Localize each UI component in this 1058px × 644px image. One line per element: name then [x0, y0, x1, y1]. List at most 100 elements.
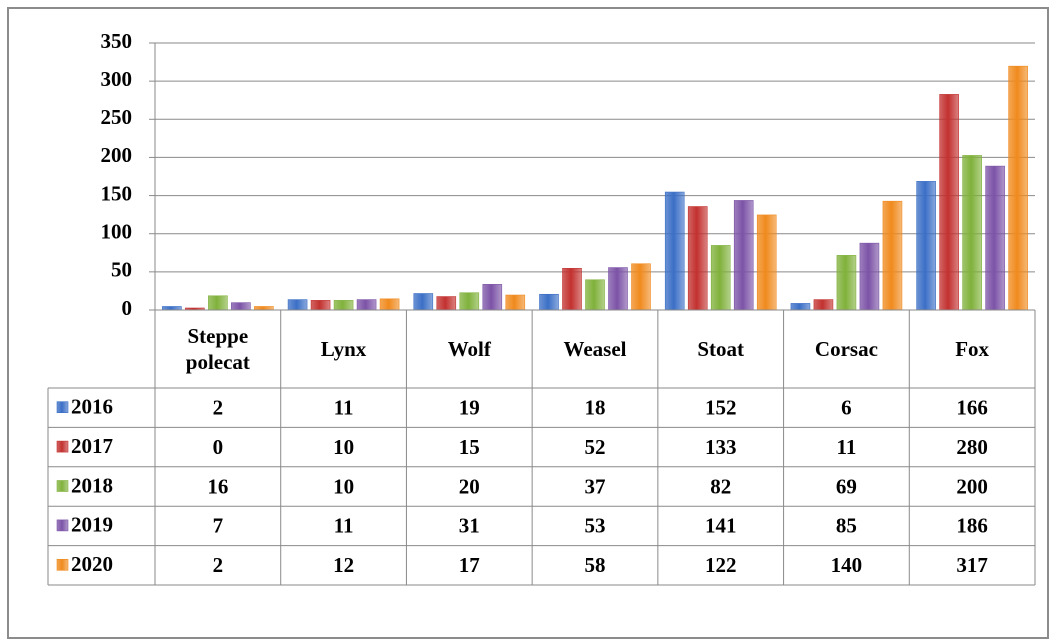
table-value: 152 [705, 396, 737, 420]
table-value: 16 [207, 474, 228, 498]
y-tick-label: 250 [101, 105, 133, 129]
bar [413, 293, 434, 311]
bar [505, 294, 526, 311]
y-tick-label: 200 [101, 143, 133, 167]
bar [208, 295, 228, 311]
y-tick-label: 350 [101, 29, 133, 53]
chart-frame [7, 7, 1049, 639]
bar [1008, 65, 1028, 311]
table-value: 280 [956, 435, 988, 459]
table-value: 141 [705, 514, 737, 538]
bar [333, 300, 354, 311]
table-value: 166 [956, 396, 988, 420]
bar [687, 206, 708, 311]
category-cell: Fox [955, 337, 990, 361]
x-tick-label: Wolf [447, 337, 491, 361]
bar [859, 242, 880, 311]
table-value: 200 [956, 474, 988, 498]
bar [882, 200, 903, 311]
legend-key [56, 401, 69, 414]
y-tick-label: 0 [122, 296, 133, 320]
legend-label: 2020 [71, 552, 113, 576]
bar [813, 299, 834, 311]
bar [836, 255, 857, 311]
bar [985, 165, 1005, 311]
table-value: 37 [585, 474, 606, 498]
table-value: 133 [705, 435, 737, 459]
table-value: 17 [459, 553, 480, 577]
bar [482, 284, 503, 311]
bar [379, 298, 400, 311]
bar [436, 296, 457, 311]
table-value: 6 [841, 396, 852, 420]
table-value: 12 [333, 553, 354, 577]
y-tick-label: 100 [101, 220, 133, 244]
legend-label: 2017 [71, 434, 113, 458]
table-value: 53 [585, 514, 606, 538]
x-tick-label: Stoat [697, 337, 745, 361]
table-value: 11 [334, 514, 354, 538]
bar [756, 214, 777, 311]
table-value: 31 [459, 514, 480, 538]
bar [664, 191, 685, 311]
x-tick-label: Lynx [320, 337, 367, 361]
y-tick-label: 50 [111, 258, 132, 282]
bar [916, 181, 936, 311]
legend-key [56, 519, 69, 532]
table-value: 11 [837, 435, 857, 459]
table-value: 10 [333, 435, 354, 459]
table-value: 122 [705, 553, 737, 577]
bar [585, 279, 605, 311]
table-value: 186 [956, 514, 988, 538]
bar [962, 155, 982, 311]
bar [459, 292, 480, 311]
bar [310, 300, 331, 311]
category-cell: Wolf [447, 337, 491, 361]
legend-key [56, 480, 69, 492]
table-value: 85 [836, 514, 857, 538]
bar [231, 302, 251, 311]
legend-label: 2018 [71, 473, 113, 497]
bar [608, 267, 628, 311]
table-value: 317 [956, 553, 988, 577]
table-value: 20 [459, 474, 480, 498]
table-value: 11 [334, 396, 354, 420]
category-cell: Weasel [563, 337, 627, 361]
table-value: 15 [459, 435, 480, 459]
category-cell: Lynx [320, 337, 367, 361]
y-tick-label: 150 [101, 181, 133, 205]
bar [631, 263, 651, 311]
table-value: 52 [585, 435, 606, 459]
table-value: 2 [213, 396, 224, 420]
table-value: 0 [213, 435, 224, 459]
table-value: 18 [585, 396, 606, 420]
table-value: 10 [333, 474, 354, 498]
legend-label: 2016 [71, 395, 113, 419]
bar [733, 200, 754, 311]
category-cell: Corsac [814, 337, 878, 361]
table-value: 2 [213, 553, 224, 577]
legend-key [56, 558, 69, 571]
table-value: 69 [836, 474, 857, 498]
table-value: 58 [585, 553, 606, 577]
x-tick-label: Corsac [814, 337, 878, 361]
bar [790, 303, 811, 311]
table-value: 7 [213, 514, 224, 538]
category-cell: Steppe polecat [186, 324, 250, 374]
legend-label: 2019 [71, 513, 113, 537]
bar [356, 299, 377, 311]
legend-key [56, 440, 69, 453]
table-value: 82 [710, 474, 731, 498]
x-tick-label: Fox [955, 337, 990, 361]
table-value: 19 [459, 396, 480, 420]
x-tick-label: Weasel [563, 337, 627, 361]
table-value: 140 [831, 553, 863, 577]
bar [939, 94, 959, 311]
bar [710, 245, 731, 311]
bar [539, 293, 559, 311]
y-tick-label: 300 [101, 67, 133, 91]
bar [287, 299, 308, 311]
bar [562, 268, 582, 311]
category-cell: Stoat [697, 337, 745, 361]
